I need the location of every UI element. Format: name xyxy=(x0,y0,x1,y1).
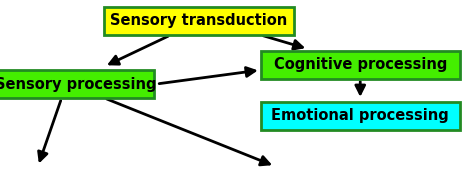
Text: Sensory processing: Sensory processing xyxy=(0,76,156,92)
FancyBboxPatch shape xyxy=(261,102,460,130)
Text: Sensory transduction: Sensory transduction xyxy=(110,13,288,29)
FancyBboxPatch shape xyxy=(104,7,294,35)
Text: Cognitive processing: Cognitive processing xyxy=(273,57,447,72)
FancyBboxPatch shape xyxy=(0,70,154,98)
Text: Emotional processing: Emotional processing xyxy=(271,108,449,123)
FancyBboxPatch shape xyxy=(261,51,460,79)
